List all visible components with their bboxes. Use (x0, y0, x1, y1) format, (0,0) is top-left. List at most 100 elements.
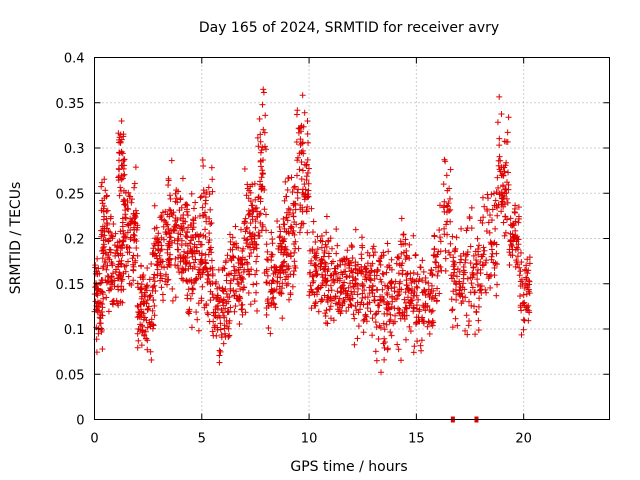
data-point (351, 288, 358, 295)
data-point (106, 256, 113, 263)
data-point (496, 135, 503, 142)
data-point (349, 295, 356, 302)
data-point (264, 272, 271, 279)
data-point (453, 281, 460, 288)
data-point (131, 184, 138, 191)
data-point (243, 225, 250, 232)
data-point (381, 326, 388, 333)
data-point (153, 224, 160, 231)
data-point (401, 312, 408, 319)
data-point (135, 284, 142, 291)
data-point (464, 275, 471, 282)
data-point (186, 308, 193, 315)
data-point (328, 260, 335, 267)
data-point (514, 253, 521, 260)
data-point (386, 264, 393, 271)
data-point (98, 233, 105, 240)
data-point (462, 259, 469, 266)
data-points (91, 86, 533, 423)
data-point (272, 267, 279, 274)
data-point (130, 261, 137, 268)
data-point (327, 282, 334, 289)
data-point (226, 317, 233, 324)
data-point (99, 255, 106, 262)
data-point (304, 169, 311, 176)
data-point (413, 292, 420, 299)
data-point (384, 283, 391, 290)
data-point (259, 157, 266, 164)
data-point (129, 218, 136, 225)
data-point (312, 261, 319, 268)
data-point (496, 93, 503, 100)
data-point (299, 92, 306, 99)
data-point (247, 301, 254, 308)
data-point (477, 270, 484, 277)
data-point (237, 285, 244, 292)
data-point (125, 206, 132, 213)
data-point (432, 258, 439, 265)
data-point (520, 300, 527, 307)
data-point (437, 202, 444, 209)
data-point (198, 241, 205, 248)
data-point (101, 258, 108, 265)
data-point (102, 187, 109, 194)
data-point (504, 199, 511, 206)
data-point (343, 273, 350, 280)
data-point (317, 237, 324, 244)
data-point (305, 165, 312, 172)
data-point (443, 202, 450, 209)
data-point (364, 301, 371, 308)
data-point (463, 227, 470, 234)
data-point (428, 267, 435, 274)
data-point (473, 309, 480, 316)
data-point (523, 262, 530, 269)
data-point (262, 146, 269, 153)
data-point (429, 271, 436, 278)
data-point (377, 297, 384, 304)
data-point (198, 193, 205, 200)
data-point (447, 206, 454, 213)
data-point (248, 250, 255, 257)
data-point (291, 183, 298, 190)
data-point (291, 219, 298, 226)
data-point (370, 252, 377, 259)
data-point (460, 263, 467, 270)
data-point (473, 256, 480, 263)
data-point (314, 246, 321, 253)
data-point (501, 164, 508, 171)
data-point (225, 308, 232, 315)
data-point (227, 304, 234, 311)
data-point (189, 253, 196, 260)
data-point (428, 308, 435, 315)
data-point (406, 286, 413, 293)
data-point (410, 232, 417, 239)
data-point (301, 109, 308, 116)
data-point (223, 300, 230, 307)
data-point (213, 278, 220, 285)
data-point (241, 218, 248, 225)
data-point (360, 329, 367, 336)
data-point (199, 204, 206, 211)
data-point (508, 243, 515, 250)
data-point (193, 309, 200, 316)
data-point (521, 266, 528, 273)
data-point (294, 195, 301, 202)
data-point (496, 190, 503, 197)
data-point (502, 213, 509, 220)
data-point (296, 229, 303, 236)
data-point (269, 295, 276, 302)
data-point (343, 274, 350, 281)
data-point (447, 240, 454, 247)
data-point (212, 306, 219, 313)
data-point (284, 251, 291, 258)
data-point (222, 259, 229, 266)
data-point (209, 188, 216, 195)
data-point (236, 321, 243, 328)
data-point (144, 264, 151, 271)
data-point (297, 224, 304, 231)
data-point (479, 194, 486, 201)
data-point (420, 320, 427, 327)
data-point (507, 215, 514, 222)
data-point (227, 280, 234, 287)
data-point (385, 248, 392, 255)
